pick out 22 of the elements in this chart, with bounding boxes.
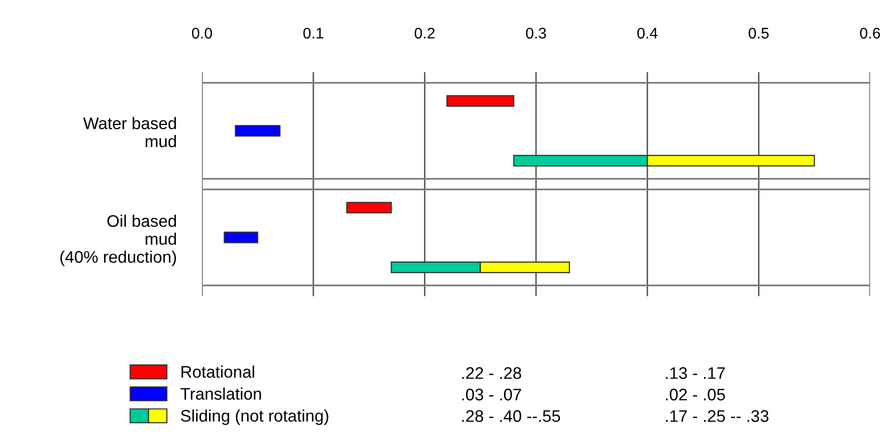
x-tick-label: 0.4: [637, 28, 658, 39]
x-tick-label: 0.6: [860, 28, 880, 39]
x-tick-label: 0.1: [303, 28, 324, 39]
bar: [346, 202, 392, 214]
x-tick-label: 0.0: [192, 28, 212, 39]
y-tick-label: Oil based mud (40% reduction): [60, 214, 176, 266]
bar: [234, 125, 280, 137]
y-tick-label: Water based mud: [83, 117, 176, 148]
legend-label: Sliding (not rotating): [180, 409, 328, 425]
bar: [446, 95, 514, 107]
text: .28 - .40 --.55: [462, 410, 560, 422]
x-tick-label: 0.2: [414, 28, 435, 39]
legend-label: Rotational: [182, 366, 254, 378]
text: .02 - .05: [666, 388, 725, 400]
text: .17 - .25 -- .33: [666, 410, 768, 422]
text: .22 - .28: [462, 367, 522, 379]
x-tick-label: 0.3: [526, 28, 546, 39]
x-tick-label: 0.5: [748, 28, 769, 39]
bar: [224, 232, 258, 244]
text: .13 - .17: [666, 367, 725, 379]
text: .03 - .07: [462, 388, 522, 400]
legend-label: Translation: [180, 388, 261, 400]
